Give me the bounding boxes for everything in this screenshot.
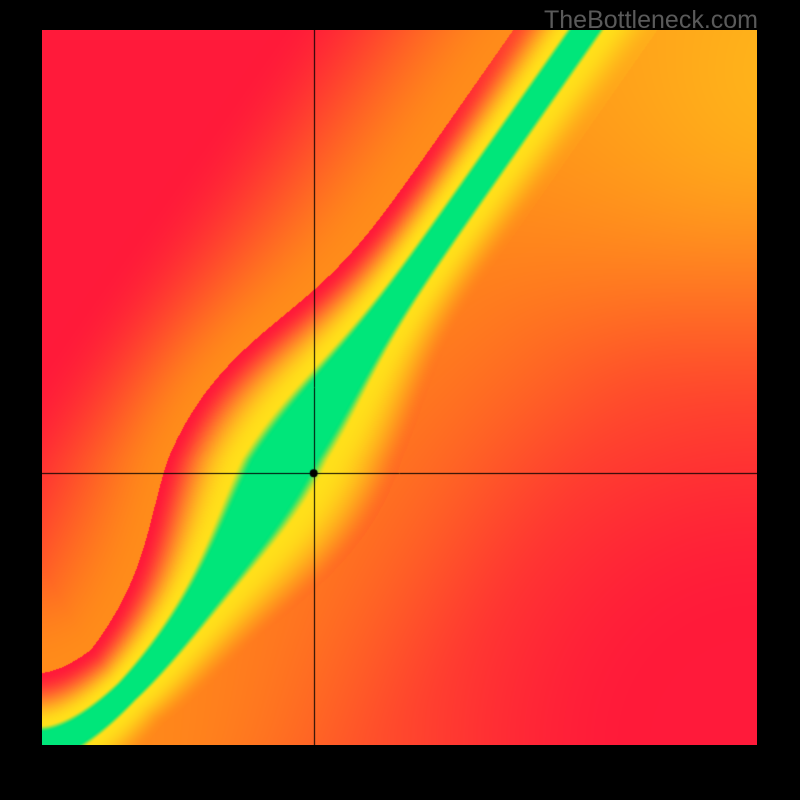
watermark-text: TheBottleneck.com [544,6,758,35]
bottleneck-heatmap [42,30,757,745]
chart-container: { "chart": { "type": "heatmap", "canvas_… [0,0,800,800]
